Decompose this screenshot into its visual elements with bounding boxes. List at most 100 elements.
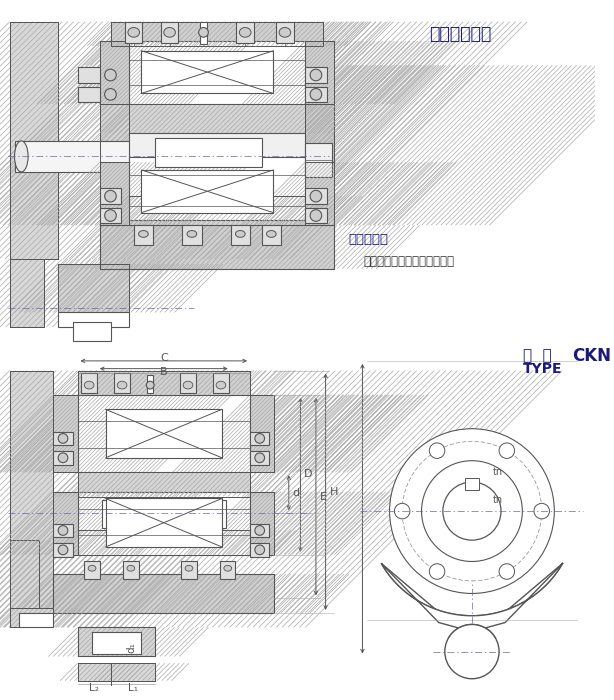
Circle shape (58, 453, 68, 463)
Ellipse shape (187, 230, 196, 237)
Text: 安装要求：: 安装要求： (349, 233, 389, 246)
Bar (77, 627, 155, 657)
Text: 型  号: 型 号 (523, 349, 552, 363)
Bar (200, 22, 208, 44)
Text: d: d (293, 488, 300, 498)
Bar (84, 561, 100, 579)
Bar (236, 22, 254, 43)
Bar (100, 162, 129, 225)
Circle shape (534, 503, 550, 519)
Bar (10, 370, 53, 627)
Bar (53, 491, 77, 554)
Bar (77, 395, 250, 472)
Bar (250, 491, 274, 554)
Bar (77, 663, 112, 680)
Bar (53, 395, 77, 472)
Text: D: D (305, 469, 313, 480)
Ellipse shape (216, 382, 226, 389)
Circle shape (255, 453, 265, 463)
Bar (77, 395, 250, 472)
Bar (77, 627, 155, 657)
Bar (231, 225, 250, 244)
Bar (15, 141, 194, 172)
Bar (10, 608, 53, 627)
Bar (250, 395, 274, 472)
Circle shape (255, 433, 265, 443)
Bar (305, 188, 327, 204)
Ellipse shape (266, 230, 276, 237)
Bar (106, 498, 222, 547)
Bar (129, 158, 305, 220)
Bar (305, 41, 335, 104)
Text: tn: tn (493, 468, 503, 477)
Bar (134, 225, 153, 244)
Bar (305, 143, 332, 177)
Bar (77, 627, 155, 657)
Bar (53, 432, 72, 445)
Text: 安装参考范例: 安装参考范例 (429, 25, 491, 43)
Bar (129, 22, 305, 65)
Circle shape (58, 433, 68, 443)
Bar (106, 410, 222, 458)
Bar (305, 67, 327, 83)
Bar (100, 41, 129, 104)
Circle shape (310, 89, 322, 100)
Ellipse shape (117, 382, 127, 389)
Bar (79, 87, 100, 102)
Bar (100, 188, 121, 204)
Ellipse shape (224, 566, 231, 571)
Circle shape (499, 564, 515, 580)
Bar (250, 491, 274, 554)
Circle shape (104, 89, 116, 100)
Bar (141, 51, 273, 93)
Circle shape (104, 190, 116, 202)
Bar (10, 22, 58, 259)
Bar (100, 225, 335, 269)
Bar (100, 41, 129, 104)
Text: B: B (160, 367, 168, 377)
Bar (77, 531, 250, 554)
Bar (220, 561, 236, 579)
Bar (213, 374, 228, 393)
Text: TYPE: TYPE (523, 362, 563, 376)
Bar (182, 225, 201, 244)
Circle shape (199, 27, 208, 37)
Bar (161, 22, 178, 43)
Bar (53, 491, 77, 554)
Bar (129, 196, 305, 225)
Bar (155, 138, 262, 167)
Bar (77, 491, 250, 554)
Circle shape (499, 443, 515, 459)
Bar (53, 395, 77, 472)
Bar (77, 496, 250, 531)
Circle shape (429, 443, 445, 459)
Bar (305, 162, 335, 225)
Polygon shape (381, 564, 562, 620)
Circle shape (310, 190, 322, 202)
Bar (10, 608, 53, 627)
Ellipse shape (164, 27, 176, 37)
Bar (276, 22, 293, 43)
Circle shape (422, 461, 523, 561)
Text: 拐臂轴与配合孔要留有间隙。: 拐臂轴与配合孔要留有间隙。 (363, 255, 454, 267)
Circle shape (255, 545, 265, 554)
Bar (10, 259, 44, 327)
Bar (58, 312, 129, 327)
Ellipse shape (128, 27, 139, 37)
Ellipse shape (139, 230, 148, 237)
Bar (53, 451, 72, 465)
Bar (58, 264, 129, 312)
Bar (77, 473, 250, 496)
Bar (129, 22, 305, 65)
Bar (53, 574, 274, 612)
Ellipse shape (236, 230, 245, 237)
Bar (100, 65, 129, 225)
Text: L₁: L₁ (128, 683, 138, 694)
Bar (100, 225, 335, 269)
Bar (53, 574, 274, 612)
Ellipse shape (84, 382, 94, 389)
Bar (92, 632, 141, 654)
Bar (129, 65, 305, 225)
Circle shape (58, 545, 68, 554)
Bar (305, 208, 327, 223)
